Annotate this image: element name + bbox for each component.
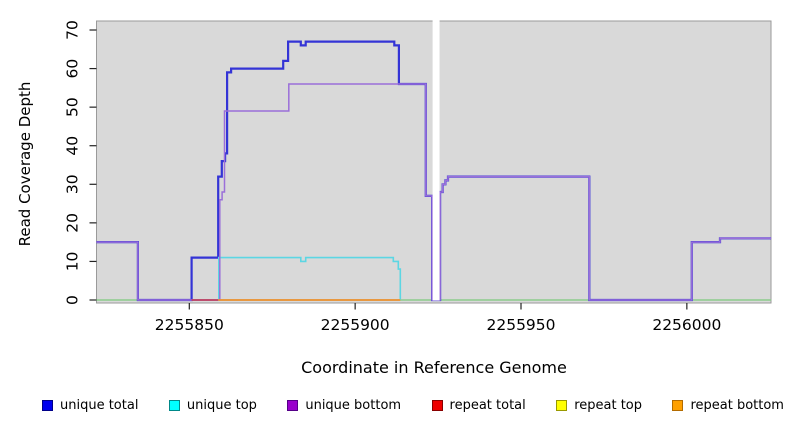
x-tick-label: 2255900 [321, 316, 390, 334]
coverage-gap-band [432, 19, 440, 301]
legend-item-repeat-top: repeat top [556, 398, 642, 413]
x-tick-label: 2255850 [155, 316, 224, 334]
y-tick-label: 30 [64, 174, 82, 194]
coverage-chart: 2255850 2255900 2255950 2256000 0 10 20 30 40 50 6… [16, 19, 772, 377]
y-axis-label: Read Coverage Depth [16, 81, 34, 247]
legend-label: unique bottom [305, 398, 402, 413]
legend-item-repeat-bottom: repeat bottom [672, 398, 784, 413]
legend-item-unique-total: unique total [42, 398, 138, 413]
unique-total-swatch-icon [42, 400, 53, 411]
y-tick-label: 20 [64, 213, 82, 233]
y-tick-label: 10 [64, 252, 82, 272]
legend-label: unique top [186, 398, 257, 413]
repeat-bottom-swatch-icon [672, 400, 684, 411]
y-tick-label: 50 [64, 97, 82, 117]
coverage-plot-canvas: 2255850 2255900 2255950 2256000 0 10 20 30 40 50 6… [64, 19, 772, 334]
series-unique-top-line [218, 256, 402, 301]
unique-top-swatch-icon [168, 400, 180, 411]
repeat-total-swatch-icon [431, 400, 443, 411]
x-axis-label: Coordinate in Reference Genome [301, 358, 567, 377]
x-tick-label: 2255950 [486, 316, 555, 334]
y-tick-label: 60 [64, 59, 82, 79]
legend-label: repeat bottom [690, 398, 784, 413]
y-tick-label: 0 [64, 295, 82, 305]
legend-label: repeat total [449, 398, 526, 413]
y-tick-label: 40 [64, 136, 82, 156]
legend-item-repeat-total: repeat total [431, 398, 526, 413]
y-tick-label: 70 [64, 20, 82, 40]
repeat-top-swatch-icon [556, 400, 568, 411]
legend-item-unique-top: unique top [168, 398, 257, 413]
legend-item-unique-bottom: unique bottom [287, 398, 401, 413]
chart-legend: unique total unique top unique bottom re… [42, 398, 784, 413]
legend-label: repeat top [574, 398, 642, 413]
legend-label: unique total [60, 398, 139, 413]
x-tick-label: 2256000 [652, 316, 721, 334]
unique-bottom-swatch-icon [287, 400, 299, 411]
